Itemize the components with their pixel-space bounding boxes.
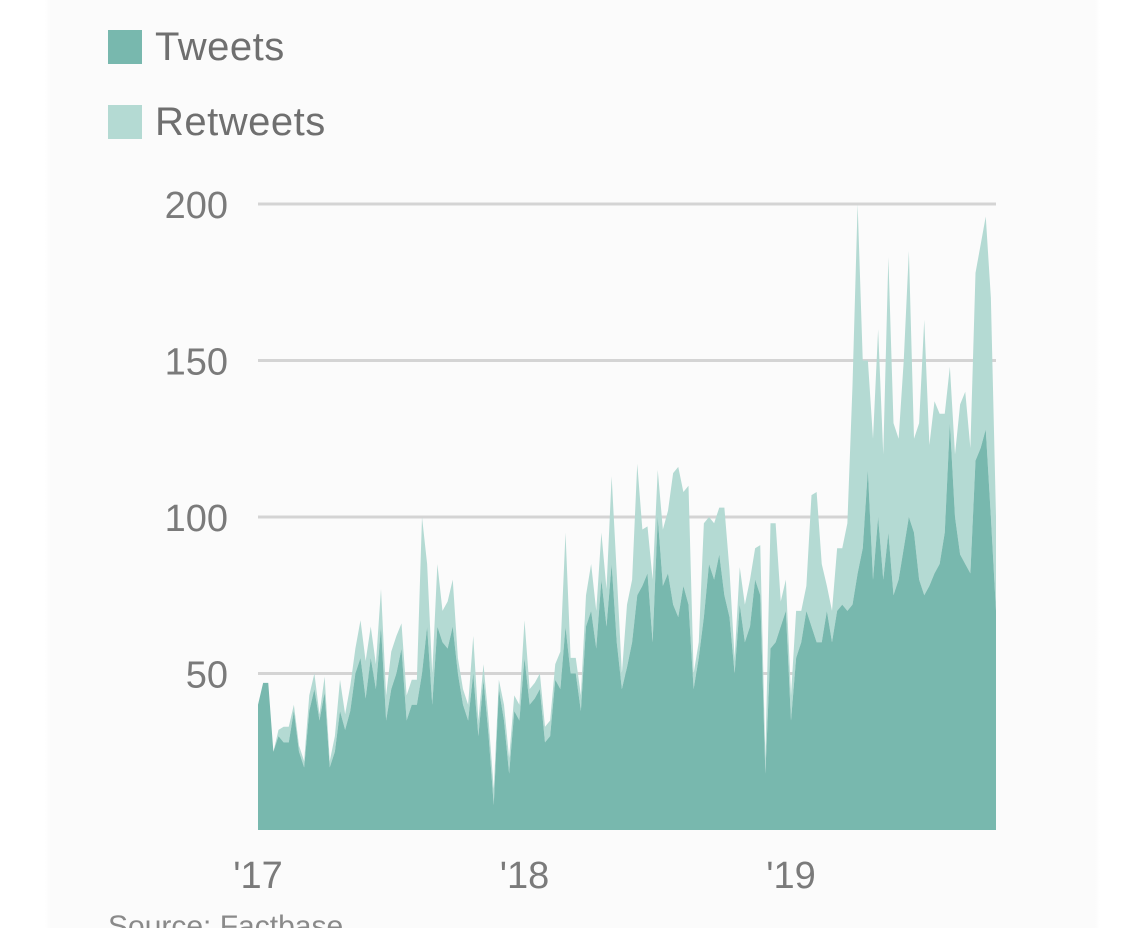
legend-item-tweets: Tweets — [108, 22, 326, 72]
x-tick-label-17: '17 — [233, 855, 283, 897]
chart-legend: Tweets Retweets — [108, 22, 326, 172]
area-series — [258, 204, 996, 830]
retweets-area — [258, 204, 996, 805]
legend-item-retweets: Retweets — [108, 97, 326, 147]
retweets-swatch — [108, 105, 142, 139]
y-axis-ticks: 200 150 100 50 — [165, 185, 228, 697]
legend-label-retweets: Retweets — [155, 99, 326, 144]
y-tick-label-100: 100 — [165, 498, 228, 540]
y-tick-label-200: 200 — [165, 185, 228, 227]
x-tick-label-18: '18 — [500, 855, 550, 897]
y-tick-label-50: 50 — [186, 655, 228, 697]
tweets-area — [258, 423, 996, 830]
x-tick-label-19: '19 — [766, 855, 816, 897]
x-axis-ticks: '17 '18 '19 — [233, 855, 816, 897]
tweets-swatch — [108, 30, 142, 64]
legend-label-tweets: Tweets — [155, 24, 285, 69]
source-note: Source: Factbase — [108, 910, 344, 928]
y-tick-label-150: 150 — [165, 342, 228, 384]
